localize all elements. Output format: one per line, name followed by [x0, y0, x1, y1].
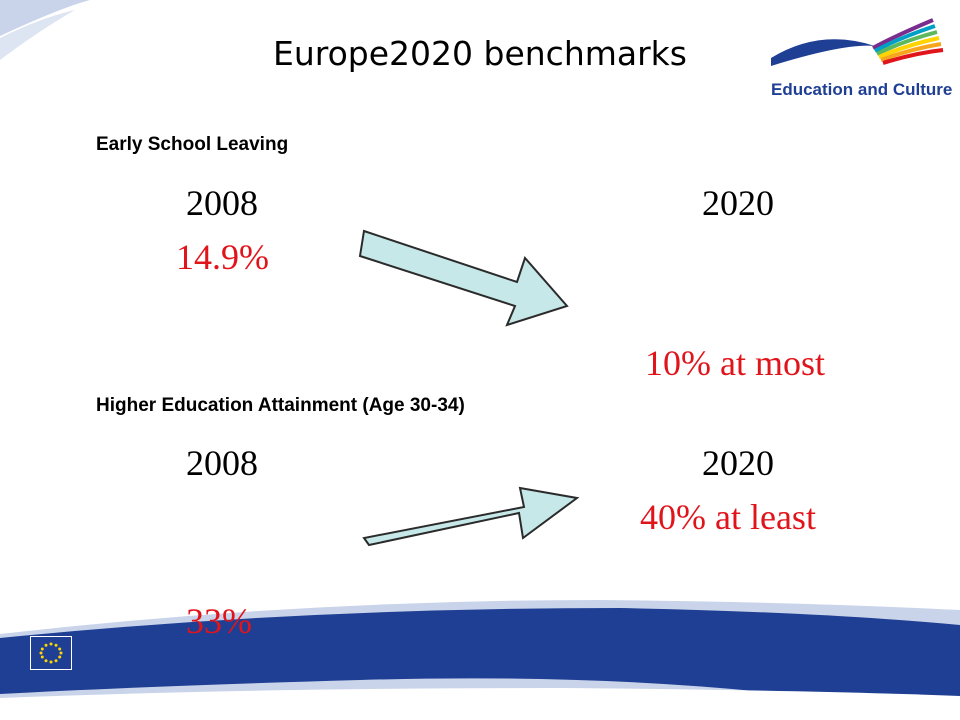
top-left-swoosh	[0, 0, 90, 60]
section-1-year-from: 2008	[186, 183, 258, 223]
logo-swoosh-icon	[771, 18, 944, 66]
section-2-year-from: 2008	[186, 443, 258, 483]
eu-flag	[30, 636, 72, 670]
education-culture-logo: Education and Culture	[765, 18, 952, 108]
section-2-value-from: 33%	[186, 601, 252, 641]
logo-text: Education and Culture	[771, 80, 953, 99]
section-higher-education-label: Higher Education Attainment (Age 30-34)	[96, 395, 465, 416]
section-1-value-to: 10% at most	[645, 343, 825, 383]
section-1-year-to: 2020	[702, 183, 774, 223]
bottom-wave-band	[0, 600, 960, 720]
eu-stars-icon	[39, 642, 63, 664]
section-2-year-to: 2020	[702, 443, 774, 483]
section-1-value-from: 14.9%	[176, 237, 269, 277]
page-title: Europe2020 benchmarks	[273, 34, 687, 73]
section-early-school-leaving-label: Early School Leaving	[96, 134, 289, 155]
section-2-value-to: 40% at least	[640, 497, 816, 537]
